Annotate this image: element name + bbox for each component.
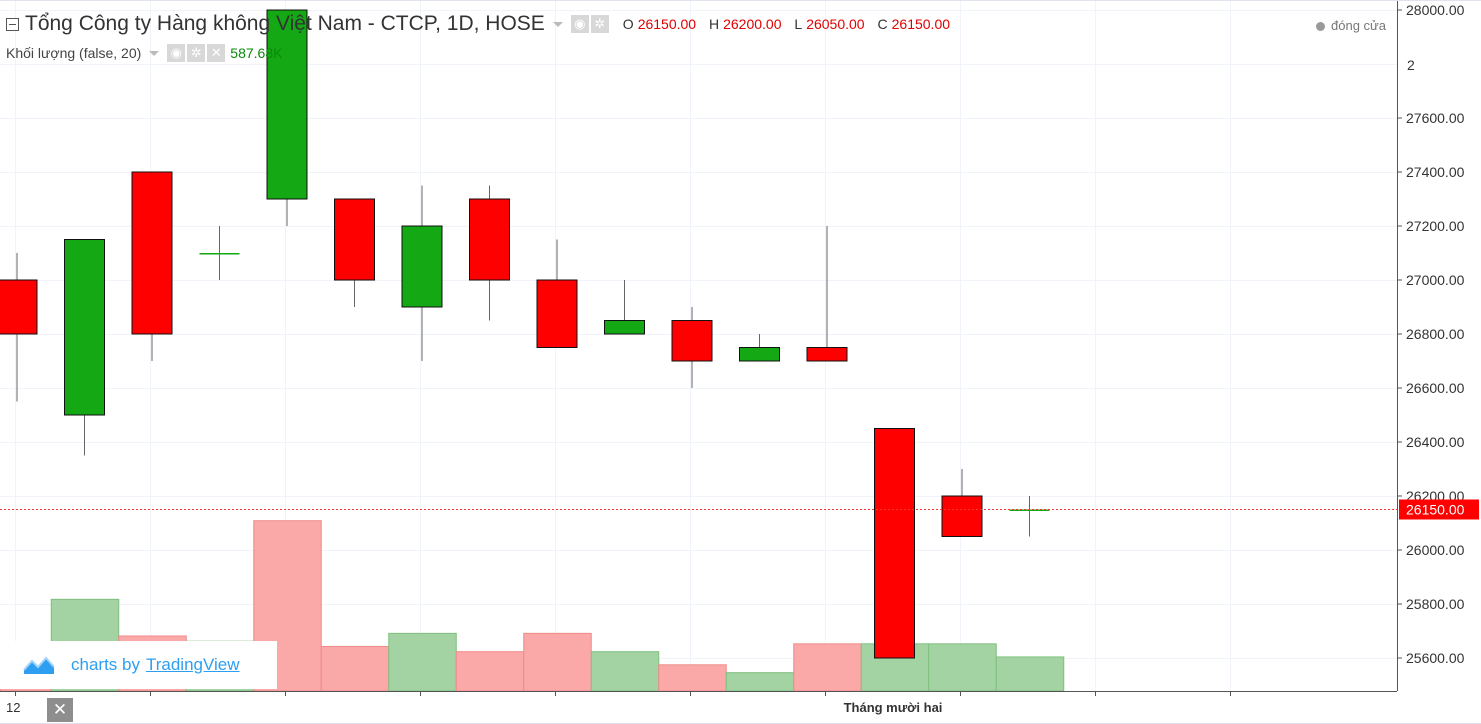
tradingview-watermark[interactable]: charts by TradingView (0, 641, 277, 689)
price-axis-label-partial: 2 (1407, 57, 1415, 73)
price-axis-label: 27600.00 (1406, 110, 1465, 126)
market-status-text: đóng cửa (1331, 18, 1386, 33)
ohlc-close-value: 26150.00 (891, 16, 951, 32)
tradingview-logo-icon (23, 656, 55, 674)
watermark-prefix: charts by (71, 655, 140, 674)
collapse-icon[interactable] (6, 17, 19, 31)
candle-body (604, 320, 645, 335)
candle-body (334, 198, 375, 281)
ohlc-values: O 26150.00 H 26200.00 L 26050.00 C 26150.00 (623, 16, 959, 32)
ohlc-high-value: 26200.00 (723, 16, 782, 32)
volume-eye-icon[interactable]: ◉ (167, 44, 186, 62)
ohlc-high-key: H (708, 16, 720, 32)
candle-body (941, 495, 983, 537)
status-dot-icon (1316, 22, 1325, 32)
volume-legend: Khối lượng (false, 20) ◉ ✲ ✕ 587.68K (6, 44, 282, 62)
price-axis-label: 26000.00 (1406, 542, 1465, 558)
x-tick-label-first: 12 (6, 700, 21, 715)
candle-body (469, 198, 510, 281)
volume-chevron-down-icon[interactable] (149, 50, 160, 56)
x-tick-label-month: Tháng mười hai (843, 700, 943, 715)
volume-bar (658, 664, 727, 692)
price-axis-label: 26400.00 (1406, 434, 1465, 450)
candle-body (131, 171, 173, 335)
candle-body (401, 225, 443, 308)
ohlc-open-value: 26150.00 (637, 16, 697, 32)
time-axis-bg (0, 692, 1481, 724)
volume-bar (725, 672, 795, 692)
volume-bar (320, 645, 390, 692)
volume-close-icon[interactable]: ✕ (207, 44, 226, 62)
volume-bar (928, 643, 997, 692)
ohlc-low-key: L (794, 16, 803, 32)
candle-body (0, 279, 38, 335)
ohlc-close-key: C (877, 16, 888, 32)
chevron-down-icon[interactable] (552, 21, 563, 27)
gear-icon[interactable]: ✲ (590, 15, 609, 33)
price-axis-label: 25800.00 (1406, 596, 1465, 612)
candle-body (1009, 509, 1050, 511)
series-legend: Tổng Công ty Hàng không Việt Nam - CTCP,… (6, 12, 959, 36)
candle-body (266, 9, 308, 200)
candle-body (874, 428, 915, 659)
price-axis-label: 25600.00 (1406, 650, 1465, 666)
volume-bar (455, 651, 525, 692)
ohlc-low-value: 26050.00 (806, 16, 865, 32)
price-axis-label: 26600.00 (1406, 380, 1465, 396)
volume-bar (590, 651, 660, 692)
eye-icon[interactable]: ◉ (570, 15, 589, 33)
candle-body (199, 253, 240, 255)
volume-gear-icon[interactable]: ✲ (187, 44, 206, 62)
price-axis-label: 26800.00 (1406, 326, 1465, 342)
volume-value: 587.68K (230, 45, 283, 61)
candle-body (806, 347, 848, 362)
current-price-label: 26150.00 (1406, 502, 1465, 518)
candle-body (64, 239, 105, 416)
price-axis-label: 27200.00 (1406, 218, 1465, 234)
volume-bar (995, 656, 1065, 692)
candle-body (671, 320, 713, 362)
volume-bar (523, 632, 592, 692)
volume-label: Khối lượng (false, 20) (6, 45, 142, 61)
chart-title: Tổng Công ty Hàng không Việt Nam - CTCP,… (25, 12, 545, 35)
close-button[interactable]: ✕ (47, 698, 73, 722)
ohlc-open-key: O (622, 16, 634, 32)
price-axis-label: 27000.00 (1406, 272, 1465, 288)
volume-bar (388, 632, 457, 692)
current-price-badge (1399, 499, 1479, 520)
candles (0, 9, 1050, 659)
market-status: đóng cửa (1316, 18, 1386, 33)
price-axis-label: 27400.00 (1406, 164, 1465, 180)
price-axis-label: 28000.00 (1406, 2, 1465, 18)
watermark-brand-link[interactable]: TradingView (145, 655, 240, 674)
candle-body (536, 279, 578, 348)
candle-body (739, 347, 780, 362)
volume-bar (793, 643, 862, 692)
